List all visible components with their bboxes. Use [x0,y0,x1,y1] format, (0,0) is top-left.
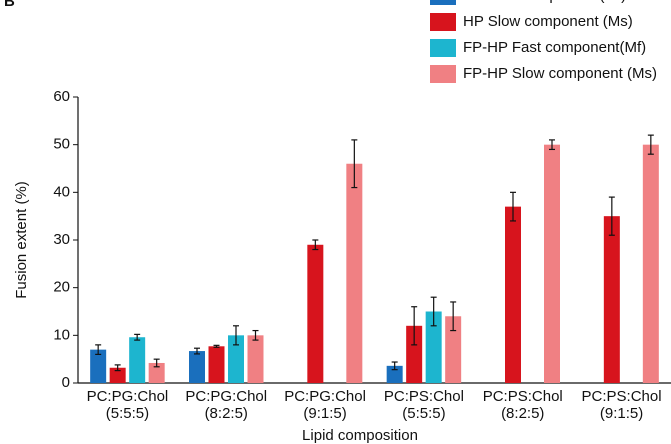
bar [445,316,462,383]
error-bar [153,358,160,368]
error-bar [213,344,220,348]
error-bar [647,134,654,155]
y-tick-label: 40 [53,183,70,200]
error-bar [510,191,516,222]
bar [109,367,126,383]
bar [406,325,423,383]
error-bar [391,361,398,371]
y-tick-label: 60 [53,88,70,105]
error-bar [450,301,457,332]
x-tick-label: PC:PG:Chol [284,388,366,405]
x-tick-label: (9:1:5) [303,405,346,422]
y-tick-label: 0 [62,374,70,391]
y-tick-label: 10 [53,326,70,343]
error-bar [134,333,141,341]
error-bar [351,139,358,189]
x-tick-label: (5:5:5) [402,405,445,422]
x-tick-label: PC:PG:Chol [87,388,169,405]
bar [208,346,225,383]
bar [90,349,107,383]
y-tick-label: 30 [53,231,70,248]
legend-swatch [430,13,456,31]
x-tick-label: (8:2:5) [205,405,248,422]
x-tick-label: (8:2:5) [501,405,544,422]
bar [189,351,205,383]
x-tick-label: PC:PS:Chol [483,388,563,405]
error-bar [312,239,319,251]
legend-label: FP-HP Fast component(Mf) [463,39,646,56]
bar [148,362,165,383]
bar [228,335,244,383]
error-bar [114,364,121,372]
bar [247,335,264,383]
y-tick-label: 20 [53,279,70,296]
x-tick-label: (9:1:5) [600,405,643,422]
legend-swatch [430,0,456,5]
legend-label: FP-HP Slow component (Ms) [463,65,657,82]
bar [544,144,560,383]
legend-label: HP Slow component (Ms) [463,13,633,30]
y-axis-label: Fusion extent (%) [13,181,30,299]
error-bar [95,344,102,355]
error-bar [233,325,239,346]
legend-label: HP Fast component (Mf) [463,0,626,4]
legend-swatch [430,39,456,57]
bar [642,144,659,383]
bar [425,311,442,383]
x-tick-label: PC:PS:Chol [384,388,464,405]
error-bar [430,296,437,327]
x-tick-label: (5:5:5) [106,405,149,422]
bar [505,206,521,383]
error-bar [252,329,259,341]
bar [346,163,363,383]
x-tick-label: PC:PG:Chol [185,388,267,405]
x-axis-label: Lipid composition [302,427,418,444]
bar [386,365,403,383]
legend-swatch [430,65,456,83]
error-bar [194,347,200,355]
panel-label: B [4,0,15,10]
y-tick-label: 50 [53,136,70,153]
bar [307,244,324,383]
x-tick-label: PC:PS:Chol [582,388,662,405]
error-bar [411,306,418,346]
error-bar [549,139,555,151]
bar [129,337,146,383]
bar [603,216,620,383]
error-bar [608,196,615,236]
